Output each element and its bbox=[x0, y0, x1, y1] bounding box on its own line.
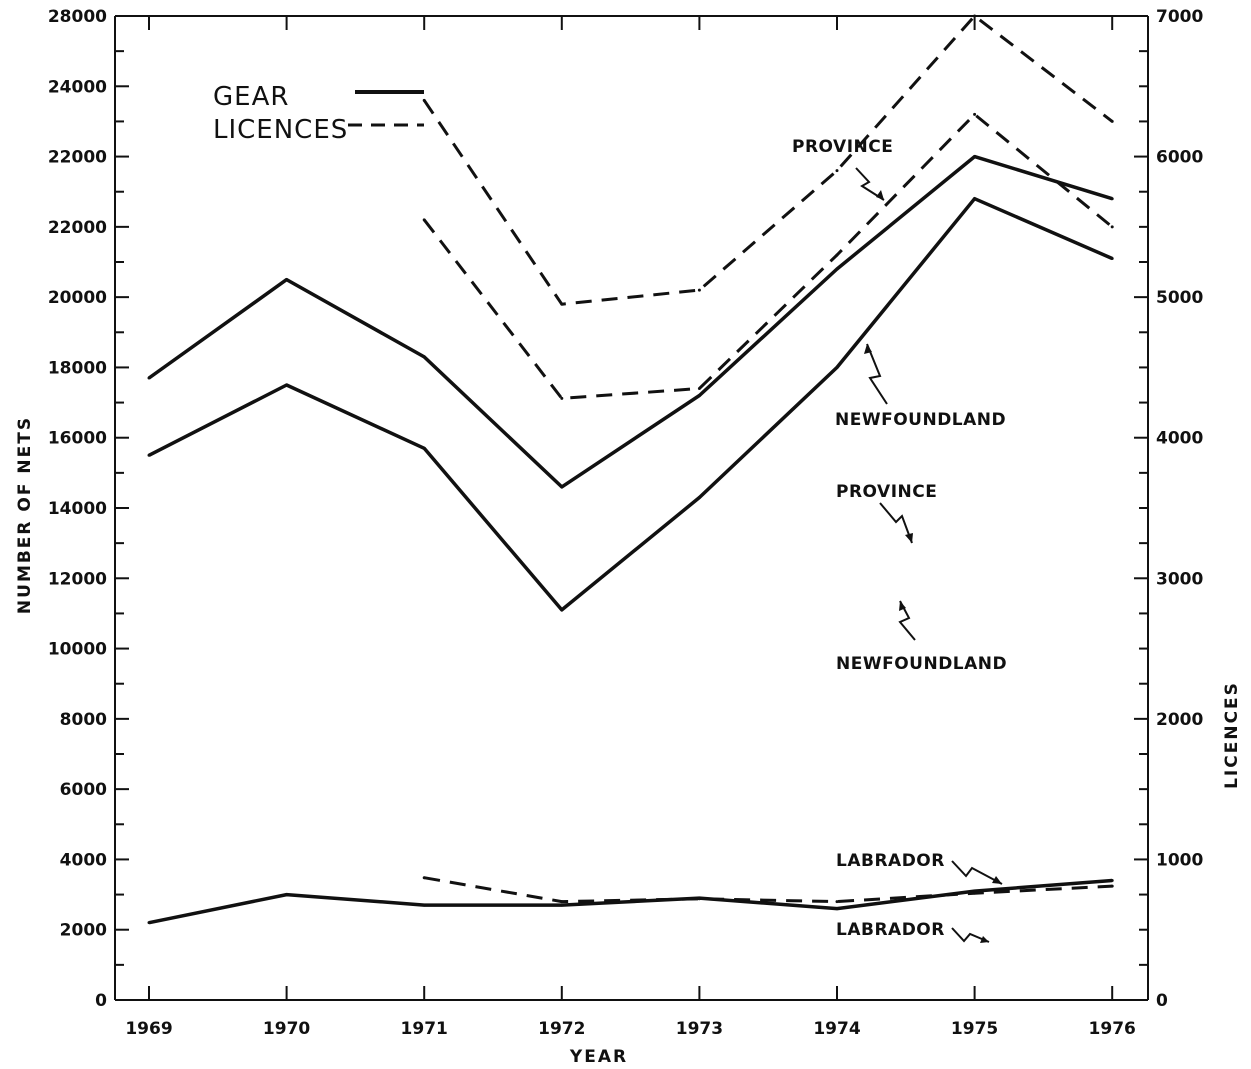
y-tick-label-right: 0 bbox=[1156, 991, 1168, 1011]
data-point-licences-labrador bbox=[835, 900, 839, 904]
x-tick-label: 1970 bbox=[263, 1019, 310, 1039]
data-point-licences-labrador bbox=[973, 891, 977, 895]
series-line-licences-newfoundland bbox=[423, 112, 1114, 400]
y-axis-title-right: LICENCES bbox=[1222, 681, 1242, 789]
data-point-licences-province bbox=[422, 98, 426, 102]
data-point-licences-newfoundland bbox=[697, 387, 701, 391]
y-tick-label-left: 6000 bbox=[60, 780, 107, 800]
data-point-gear-province bbox=[835, 267, 839, 271]
data-point-gear-labrador bbox=[835, 907, 839, 911]
ticks: 0200040006000800010000120001400016000180… bbox=[48, 7, 1204, 1039]
data-point-gear-province bbox=[285, 278, 289, 282]
series-lines bbox=[147, 14, 1114, 925]
legend-label-licences: LICENCES bbox=[213, 115, 348, 145]
annotation-arrow-gear-province bbox=[855, 167, 885, 201]
annotation-licences-newfoundland: NEWFOUNDLAND bbox=[836, 654, 1007, 674]
data-point-gear-newfoundland bbox=[560, 608, 564, 612]
annotation-arrow-licences-province bbox=[879, 502, 913, 544]
data-point-licences-province bbox=[835, 169, 839, 173]
x-tick-label: 1975 bbox=[951, 1019, 998, 1039]
y-tick-label-left: 24000 bbox=[48, 77, 107, 97]
data-point-gear-province bbox=[1110, 197, 1114, 201]
data-point-gear-labrador bbox=[285, 893, 289, 897]
series-line-gear-newfoundland bbox=[148, 196, 1113, 612]
data-point-licences-newfoundland bbox=[560, 396, 564, 400]
x-tick-label: 1969 bbox=[125, 1019, 172, 1039]
annotation-arrow-gear-newfoundland bbox=[866, 343, 888, 405]
data-point-licences-newfoundland bbox=[835, 253, 839, 257]
data-point-gear-province bbox=[147, 376, 151, 380]
series-line-gear-province bbox=[147, 154, 1113, 489]
x-tick-label: 1971 bbox=[401, 1019, 448, 1039]
y-tick-label-left: 22000 bbox=[48, 218, 107, 238]
data-point-gear-newfoundland bbox=[835, 365, 839, 369]
y-tick-label-left: 2000 bbox=[60, 921, 107, 941]
data-point-gear-labrador bbox=[1110, 879, 1114, 883]
y-tick-label-right: 4000 bbox=[1156, 429, 1203, 449]
series-line-licences-province bbox=[422, 14, 1114, 306]
legend-label-gear: GEAR bbox=[213, 82, 289, 112]
data-point-gear-province bbox=[422, 355, 426, 359]
data-point-gear-province bbox=[697, 394, 701, 398]
data-point-licences-newfoundland bbox=[1110, 225, 1114, 229]
data-point-licences-province bbox=[973, 14, 977, 18]
annotation-arrow-licences-labrador bbox=[951, 927, 990, 943]
annotation-gear-province: PROVINCE bbox=[792, 137, 893, 157]
data-point-licences-labrador bbox=[560, 900, 564, 904]
y-tick-label-right: 3000 bbox=[1156, 569, 1203, 589]
data-point-gear-newfoundland bbox=[422, 446, 426, 450]
annotation-licences-labrador: LABRADOR bbox=[836, 920, 945, 940]
annotation-gear-labrador: LABRADOR bbox=[836, 851, 945, 871]
annotation-licences-province: PROVINCE bbox=[836, 482, 937, 502]
annotation-arrow-licences-newfoundland bbox=[898, 600, 916, 641]
data-point-gear-province bbox=[973, 155, 977, 159]
y-tick-label-left: 18000 bbox=[48, 358, 107, 378]
y-tick-label-left: 10000 bbox=[48, 640, 107, 660]
y-tick-label-left: 12000 bbox=[48, 569, 107, 589]
series-annotations: PROVINCE NEWFOUNDLAND LABRADOR PROVINCE … bbox=[792, 137, 1007, 943]
y-tick-label-left: 20000 bbox=[48, 288, 107, 308]
data-point-licences-province bbox=[1110, 119, 1114, 123]
legend: GEAR LICENCES bbox=[213, 82, 424, 145]
y-tick-label-left: 28000 bbox=[48, 7, 107, 27]
y-tick-label-left: 14000 bbox=[48, 499, 107, 519]
data-point-licences-province bbox=[697, 288, 701, 292]
annotation-gear-newfoundland: NEWFOUNDLAND bbox=[835, 410, 1006, 430]
x-tick-label: 1974 bbox=[813, 1019, 860, 1039]
data-point-gear-labrador bbox=[560, 903, 564, 907]
data-point-gear-newfoundland bbox=[147, 453, 151, 457]
data-point-licences-newfoundland bbox=[422, 218, 426, 222]
data-point-licences-province bbox=[560, 302, 564, 306]
x-tick-label: 1972 bbox=[538, 1019, 585, 1039]
y-tick-label-left: 8000 bbox=[60, 710, 107, 730]
y-tick-label-left: 4000 bbox=[60, 850, 107, 870]
y-tick-label-left: 16000 bbox=[48, 429, 107, 449]
data-point-gear-newfoundland bbox=[697, 495, 701, 499]
data-point-licences-labrador bbox=[422, 876, 426, 880]
data-point-gear-labrador bbox=[147, 921, 151, 925]
annotation-arrow-gear-labrador bbox=[951, 860, 1003, 885]
data-point-gear-province bbox=[560, 485, 564, 489]
series-line-licences-labrador bbox=[423, 876, 1113, 904]
y-tick-label-right: 2000 bbox=[1156, 710, 1203, 730]
data-point-gear-newfoundland bbox=[1110, 256, 1114, 260]
y-axis-title-left: NUMBER OF NETS bbox=[15, 416, 35, 614]
y-tick-label-right: 5000 bbox=[1156, 288, 1203, 308]
x-tick-label: 1976 bbox=[1089, 1019, 1136, 1039]
data-point-gear-labrador bbox=[422, 903, 426, 907]
x-axis-title: YEAR bbox=[569, 1047, 628, 1067]
data-point-licences-newfoundland bbox=[973, 112, 977, 116]
data-point-gear-newfoundland bbox=[285, 383, 289, 387]
y-tick-label-left: 22000 bbox=[48, 148, 107, 168]
data-point-licences-labrador bbox=[697, 897, 701, 901]
data-point-gear-newfoundland bbox=[973, 197, 977, 201]
y-tick-label-right: 7000 bbox=[1156, 7, 1203, 27]
y-tick-label-left: 0 bbox=[95, 991, 107, 1011]
x-tick-label: 1973 bbox=[676, 1019, 723, 1039]
y-tick-label-right: 1000 bbox=[1156, 850, 1203, 870]
data-point-licences-labrador bbox=[1110, 884, 1114, 888]
y-tick-label-right: 6000 bbox=[1156, 148, 1203, 168]
